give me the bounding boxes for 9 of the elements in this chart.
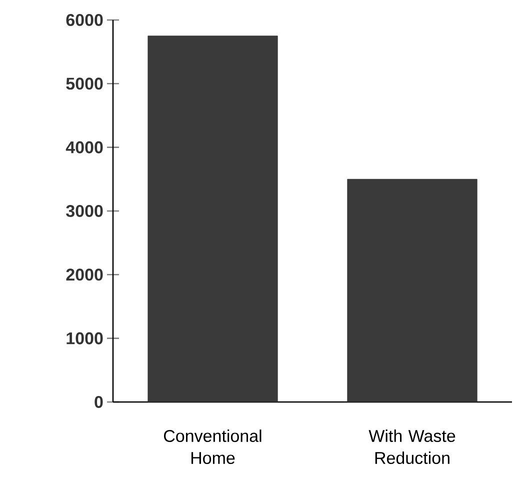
y-tick-label: 6000	[66, 14, 103, 26]
y-tick-label: 5000	[66, 78, 103, 90]
x-tick-label: With Waste Reduction	[368, 430, 456, 464]
y-tick-label: 4000	[66, 141, 103, 154]
y-tick-label: 3000	[66, 204, 103, 218]
y-tick-label: 2000	[66, 268, 103, 281]
y-tick-label: 1000	[66, 332, 103, 344]
y-tick-label: 0	[94, 396, 103, 408]
x-tick-label: Conventional Home	[164, 430, 262, 464]
